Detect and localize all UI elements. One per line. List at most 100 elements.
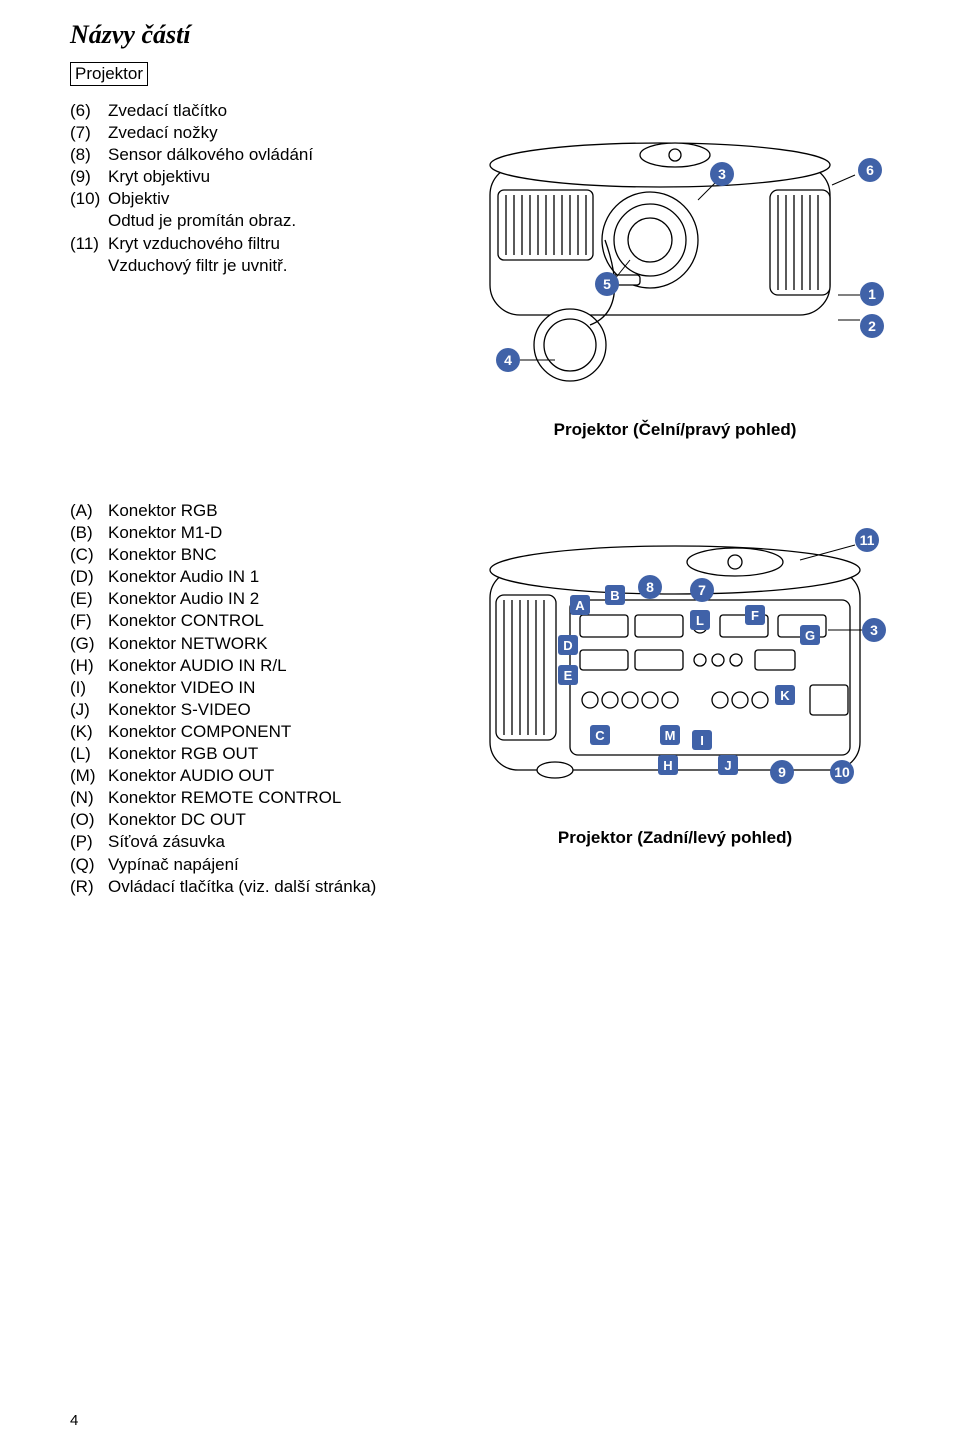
callout-L: L	[690, 610, 710, 630]
list-item-num: (L)	[70, 743, 108, 765]
list-item-text: Konektor BNC	[108, 544, 217, 566]
list-item: (M)Konektor AUDIO OUT	[70, 765, 430, 787]
list-item: (Q)Vypínač napájení	[70, 854, 430, 876]
list-item-num: (D)	[70, 566, 108, 588]
list-item: (O)Konektor DC OUT	[70, 809, 430, 831]
list-item: Vzduchový filtr je uvnitř.	[70, 255, 430, 277]
callout-G: G	[800, 625, 820, 645]
list-item-text: Zvedací nožky	[108, 122, 218, 144]
list-item-text: Kryt vzduchového filtru	[108, 233, 280, 255]
list-item-num: (7)	[70, 122, 108, 144]
list-item-num: (A)	[70, 500, 108, 522]
callout-J: J	[718, 755, 738, 775]
list-item: (I)Konektor VIDEO IN	[70, 677, 430, 699]
list-item: (A)Konektor RGB	[70, 500, 430, 522]
list-item: (R)Ovládací tlačítka (viz. další stránka…	[70, 876, 430, 898]
list-item: (L)Konektor RGB OUT	[70, 743, 430, 765]
list-item: (J)Konektor S-VIDEO	[70, 699, 430, 721]
list-item-num: (G)	[70, 633, 108, 655]
list-item-num: (J)	[70, 699, 108, 721]
list-item-num: (11)	[70, 233, 108, 255]
list-item-text: Vzduchový filtr je uvnitř.	[108, 255, 288, 277]
list-item-text: Objektiv	[108, 188, 169, 210]
list-item-num: (10)	[70, 188, 108, 210]
list-item: (10)Objektiv	[70, 188, 430, 210]
list-item: (11)Kryt vzduchového filtru	[70, 233, 430, 255]
list-item-text: Síťová zásuvka	[108, 831, 225, 853]
list-item-text: Konektor AUDIO OUT	[108, 765, 274, 787]
list-item: (P)Síťová zásuvka	[70, 831, 430, 853]
callout-F: F	[745, 605, 765, 625]
list-item: (6)Zvedací tlačítko	[70, 100, 430, 122]
list-item-text: Konektor RGB	[108, 500, 218, 522]
list-item-text: Konektor Audio IN 2	[108, 588, 259, 610]
list-item-num: (6)	[70, 100, 108, 122]
callout-9: 9	[770, 760, 794, 784]
list-item-text: Odtud je promítán obraz.	[108, 210, 296, 232]
list-item-text: Kryt objektivu	[108, 166, 210, 188]
list-item-num: (O)	[70, 809, 108, 831]
list-item: (N)Konektor REMOTE CONTROL	[70, 787, 430, 809]
list-item: (7)Zvedací nožky	[70, 122, 430, 144]
list-item: (9)Kryt objektivu	[70, 166, 430, 188]
callout-4: 4	[496, 348, 520, 372]
page-subtitle: Projektor	[70, 62, 148, 86]
list-item: (C)Konektor BNC	[70, 544, 430, 566]
figure-2-col: 11 3 8 7 9 10 A B L F G D E K C M H I J	[460, 500, 890, 848]
list-item: (K)Konektor COMPONENT	[70, 721, 430, 743]
list-item-num: (M)	[70, 765, 108, 787]
list-item: (8)Sensor dálkového ovládání	[70, 144, 430, 166]
figure-2: 11 3 8 7 9 10 A B L F G D E K C M H I J	[460, 500, 890, 820]
list-item-text: Konektor COMPONENT	[108, 721, 291, 743]
parts-list-2: (A)Konektor RGB(B)Konektor M1-D(C)Konekt…	[70, 500, 430, 898]
callout-K: K	[775, 685, 795, 705]
list-item-num: (P)	[70, 831, 108, 853]
list-item: (E)Konektor Audio IN 2	[70, 588, 430, 610]
figure-1-col: 3 6 5 1 2 4 Projektor (Čelní/pravý pohle…	[460, 100, 890, 440]
figure-1: 3 6 5 1 2 4	[460, 100, 890, 390]
callout-11: 11	[855, 528, 879, 552]
list-item-text: Konektor AUDIO IN R/L	[108, 655, 287, 677]
callout-I: I	[692, 730, 712, 750]
callout-8: 8	[638, 575, 662, 599]
list-item: (F)Konektor CONTROL	[70, 610, 430, 632]
list-item-text: Konektor DC OUT	[108, 809, 246, 831]
list-item: (H)Konektor AUDIO IN R/L	[70, 655, 430, 677]
list-item-text: Konektor NETWORK	[108, 633, 268, 655]
list-item-num: (H)	[70, 655, 108, 677]
list-item-text: Konektor Audio IN 1	[108, 566, 259, 588]
list-item: (B)Konektor M1-D	[70, 522, 430, 544]
list-item-text: Konektor VIDEO IN	[108, 677, 255, 699]
callout-H: H	[658, 755, 678, 775]
callout-3b: 3	[862, 618, 886, 642]
callout-A: A	[570, 595, 590, 615]
list-item-text: Vypínač napájení	[108, 854, 239, 876]
list-item-num: (F)	[70, 610, 108, 632]
callout-6: 6	[858, 158, 882, 182]
callout-2: 2	[860, 314, 884, 338]
list-item: Odtud je promítán obraz.	[70, 210, 430, 232]
list-item-num: (9)	[70, 166, 108, 188]
list-item-text: Konektor RGB OUT	[108, 743, 258, 765]
callout-3: 3	[710, 162, 734, 186]
list-item-text: Sensor dálkového ovládání	[108, 144, 313, 166]
projector-front-svg	[460, 100, 890, 390]
callout-1: 1	[860, 282, 884, 306]
callout-B: B	[605, 585, 625, 605]
callout-E: E	[558, 665, 578, 685]
list-item-text: Ovládací tlačítka (viz. další stránka)	[108, 876, 376, 898]
callout-10: 10	[830, 760, 854, 784]
page-number: 4	[70, 1412, 78, 1429]
list-item-text: Konektor S-VIDEO	[108, 699, 251, 721]
list-item-num: (K)	[70, 721, 108, 743]
list-item-num: (E)	[70, 588, 108, 610]
section-2: (A)Konektor RGB(B)Konektor M1-D(C)Konekt…	[70, 500, 890, 898]
callout-7: 7	[690, 578, 714, 602]
list-item-text: Konektor REMOTE CONTROL	[108, 787, 341, 809]
list-item-text: Zvedací tlačítko	[108, 100, 227, 122]
list-item: (G)Konektor NETWORK	[70, 633, 430, 655]
list-item-text: Konektor M1-D	[108, 522, 222, 544]
list-item: (D)Konektor Audio IN 1	[70, 566, 430, 588]
list-item-num: (8)	[70, 144, 108, 166]
page-title: Názvy částí	[70, 20, 890, 50]
